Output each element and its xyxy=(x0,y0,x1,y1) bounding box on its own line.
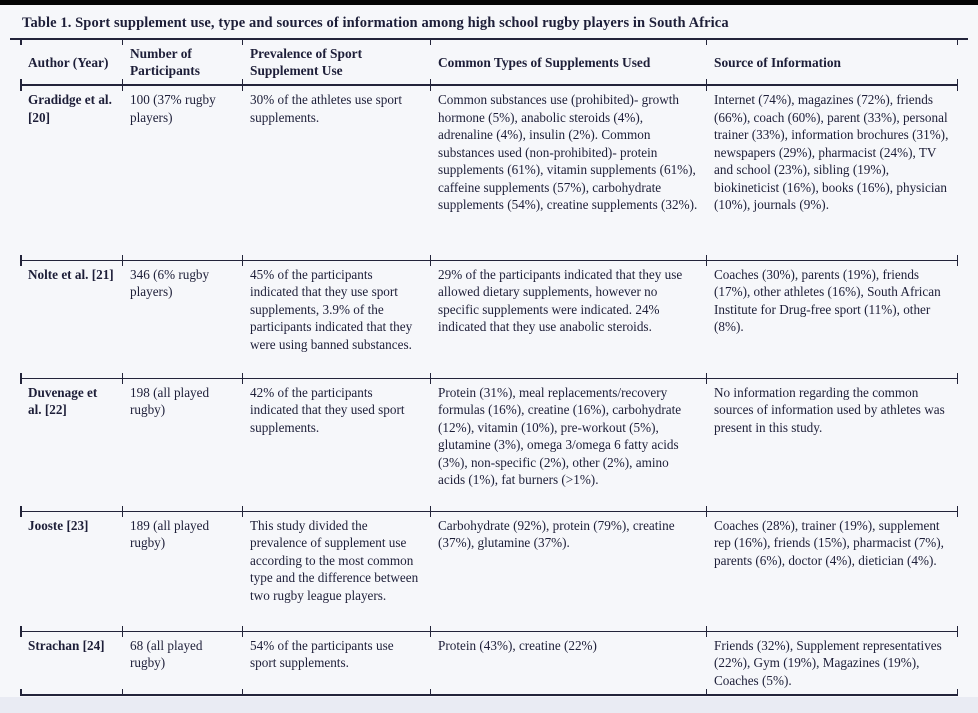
prevalence-cell: 45% of the participants indicated that t… xyxy=(242,260,430,378)
column-header-author: Author (Year) xyxy=(20,40,122,86)
types-cell: 29% of the participants indicated that t… xyxy=(430,260,706,378)
author-cell: Strachan [24] xyxy=(20,631,122,695)
prevalence-text: 54% of the participants use sport supple… xyxy=(250,637,394,671)
types-cell: Carbohydrate (92%), protein (79%), creat… xyxy=(430,511,706,631)
participants-cell: 189 (all played rugby) xyxy=(122,511,242,631)
column-header-author-label: Author (Year) xyxy=(28,54,109,70)
participants-cell: 198 (all played rugby) xyxy=(122,378,242,511)
author-text: Jooste [23] xyxy=(28,517,89,533)
types-text: Protein (43%), creatine (22%) xyxy=(438,637,597,653)
participants-cell: 68 (all played rugby) xyxy=(122,631,242,695)
table-row: Jooste [23] 189 (all played rugby) This … xyxy=(20,511,958,631)
table-row: Gradidge et al. [20] 100 (37% rugby play… xyxy=(20,85,958,260)
types-cell: Protein (31%), meal replacements/recover… xyxy=(430,378,706,511)
prevalence-text: This study divided the prevalence of sup… xyxy=(250,517,419,603)
participants-text: 189 (all played rugby) xyxy=(130,517,210,551)
prevalence-cell: 42% of the participants indicated that t… xyxy=(242,378,430,511)
supplement-study-table: Author (Year) Number of Participants Pre… xyxy=(20,40,958,696)
column-header-prevalence: Prevalence of Sport Supplement Use xyxy=(242,40,430,86)
sources-cell: Internet (74%), magazines (72%), friends… xyxy=(706,85,958,260)
types-text: 29% of the participants indicated that t… xyxy=(438,266,683,335)
participants-text: 100 (37% rugby players) xyxy=(130,92,216,125)
column-header-participants: Number of Participants xyxy=(122,40,242,86)
sources-cell: No information regarding the common sour… xyxy=(706,378,958,511)
author-cell: Duvenage et al. [22] xyxy=(20,378,122,511)
table-title: Table 1. Sport supplement use, type and … xyxy=(10,12,968,40)
sources-text: Internet (74%), magazines (72%), friends… xyxy=(714,92,949,212)
prevalence-cell: 30% of the athletes use sport supplement… xyxy=(242,85,430,260)
types-cell: Protein (43%), creatine (22%) xyxy=(430,631,706,695)
column-header-sources-label: Source of Information xyxy=(714,54,841,70)
sources-text: Coaches (30%), parents (19%), friends (1… xyxy=(714,266,941,335)
author-cell: Nolte et al. [21] xyxy=(20,260,122,378)
prevalence-text: 42% of the participants indicated that t… xyxy=(250,384,405,435)
prevalence-text: 45% of the participants indicated that t… xyxy=(250,266,413,352)
sources-text: Coaches (28%), trainer (19%), supplement… xyxy=(714,517,944,568)
participants-text: 68 (all played rugby) xyxy=(130,637,203,671)
prevalence-cell: This study divided the prevalence of sup… xyxy=(242,511,430,631)
sources-cell: Coaches (28%), trainer (19%), supplement… xyxy=(706,511,958,631)
column-header-sources: Source of Information xyxy=(706,40,958,86)
author-text: Nolte et al. [21] xyxy=(28,266,114,282)
types-text: Protein (31%), meal replacements/recover… xyxy=(438,384,682,488)
column-header-types: Common Types of Supplements Used xyxy=(430,40,706,86)
participants-cell: 346 (6% rugby players) xyxy=(122,260,242,378)
column-header-prevalence-label: Prevalence of Sport Supplement Use xyxy=(250,46,363,78)
header-row: Author (Year) Number of Participants Pre… xyxy=(20,40,958,86)
types-cell: Common substances use (prohibited)- grow… xyxy=(430,85,706,260)
author-text: Gradidge et al. [20] xyxy=(28,92,112,125)
paper-page: Table 1. Sport supplement use, type and … xyxy=(0,5,978,697)
author-text: Strachan [24] xyxy=(28,637,105,653)
author-cell: Jooste [23] xyxy=(20,511,122,631)
author-text: Duvenage et al. [22] xyxy=(28,384,98,418)
types-text: Common substances use (prohibited)- grow… xyxy=(438,92,698,212)
table-row: Nolte et al. [21] 346 (6% rugby players)… xyxy=(20,260,958,378)
sources-cell: Friends (32%), Supplement representative… xyxy=(706,631,958,695)
prevalence-cell: 54% of the participants use sport supple… xyxy=(242,631,430,695)
column-header-types-label: Common Types of Supplements Used xyxy=(438,54,651,70)
prevalence-text: 30% of the athletes use sport supplement… xyxy=(250,92,402,125)
participants-text: 346 (6% rugby players) xyxy=(130,266,210,300)
table-row: Duvenage et al. [22] 198 (all played rug… xyxy=(20,378,958,511)
types-text: Carbohydrate (92%), protein (79%), creat… xyxy=(438,517,675,551)
sources-text: Friends (32%), Supplement representative… xyxy=(714,637,942,688)
participants-cell: 100 (37% rugby players) xyxy=(122,85,242,260)
sources-cell: Coaches (30%), parents (19%), friends (1… xyxy=(706,260,958,378)
page-top-edge xyxy=(0,0,978,5)
author-cell: Gradidge et al. [20] xyxy=(20,85,122,260)
table-row: Strachan [24] 68 (all played rugby) 54% … xyxy=(20,631,958,695)
sources-text: No information regarding the common sour… xyxy=(714,384,945,435)
column-header-participants-label: Number of Participants xyxy=(130,46,200,78)
participants-text: 198 (all played rugby) xyxy=(130,384,210,418)
